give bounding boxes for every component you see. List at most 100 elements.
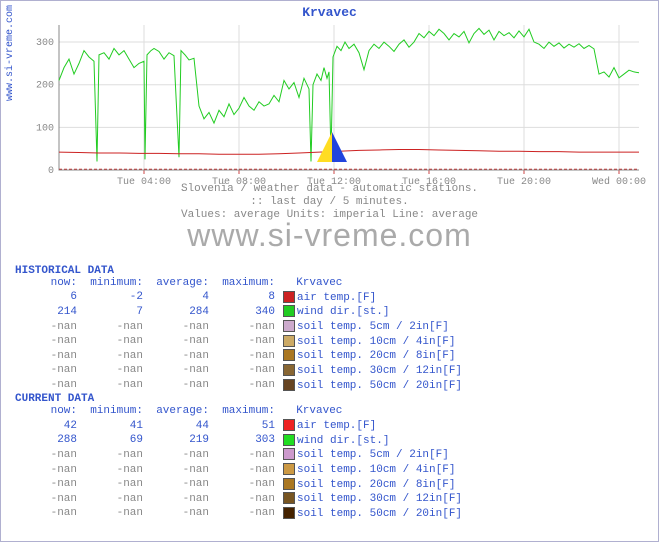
data-cell: -nan bbox=[15, 492, 81, 507]
place-label: Krvavec bbox=[279, 405, 466, 419]
data-cell: 288 bbox=[15, 434, 81, 449]
data-cell: -nan bbox=[213, 335, 279, 350]
data-cell: -nan bbox=[147, 364, 213, 379]
color-swatch bbox=[283, 349, 295, 361]
row-label: air temp.[F] bbox=[279, 291, 466, 306]
table-row: 28869219303wind dir.[st.] bbox=[15, 434, 466, 449]
row-label: soil temp. 50cm / 20in[F] bbox=[279, 507, 466, 522]
column-header: minimum: bbox=[81, 277, 147, 291]
main-container: Krvavec www.si-vreme.com 0100200300Tue 0… bbox=[0, 0, 659, 542]
row-label: soil temp. 5cm / 2in[F] bbox=[279, 448, 466, 463]
color-swatch bbox=[283, 434, 295, 446]
color-swatch bbox=[283, 305, 295, 317]
data-cell: -nan bbox=[15, 320, 81, 335]
data-cell: -nan bbox=[213, 463, 279, 478]
table-row: 42414451air temp.[F] bbox=[15, 419, 466, 434]
row-label: soil temp. 30cm / 12in[F] bbox=[279, 492, 466, 507]
data-cell: -nan bbox=[15, 478, 81, 493]
row-label: wind dir.[st.] bbox=[279, 434, 466, 449]
data-cell: -nan bbox=[147, 478, 213, 493]
row-label: soil temp. 5cm / 2in[F] bbox=[279, 320, 466, 335]
subtitle-line3: Values: average Units: imperial Line: av… bbox=[181, 209, 478, 221]
data-cell: -nan bbox=[81, 335, 147, 350]
data-cell: -nan bbox=[15, 379, 81, 394]
data-cell: -nan bbox=[147, 349, 213, 364]
data-cell: -nan bbox=[213, 492, 279, 507]
historical-table: now:minimum:average:maximum: Krvavec6-24… bbox=[15, 277, 466, 393]
color-swatch bbox=[283, 448, 295, 460]
chart-title: Krvavec bbox=[1, 1, 658, 22]
y-axis-label: www.si-vreme.com bbox=[5, 5, 16, 101]
table-row: -nan-nan-nan-nansoil temp. 30cm / 12in[F… bbox=[15, 364, 466, 379]
data-cell: 44 bbox=[147, 419, 213, 434]
data-cell: -nan bbox=[213, 448, 279, 463]
data-cell: 42 bbox=[15, 419, 81, 434]
place-label: Krvavec bbox=[279, 277, 466, 291]
color-swatch bbox=[283, 335, 295, 347]
table-row: -nan-nan-nan-nansoil temp. 10cm / 4in[F] bbox=[15, 463, 466, 478]
data-cell: -nan bbox=[15, 463, 81, 478]
column-header: now: bbox=[15, 405, 81, 419]
data-cell: 340 bbox=[213, 305, 279, 320]
watermark-logo bbox=[317, 132, 347, 162]
line-chart: 0100200300Tue 04:00Tue 08:00Tue 12:00Tue… bbox=[59, 25, 639, 190]
subtitle-line1: Slovenia / weather data - automatic stat… bbox=[181, 183, 478, 195]
data-cell: 8 bbox=[213, 291, 279, 306]
data-cell: 69 bbox=[81, 434, 147, 449]
row-label: soil temp. 20cm / 8in[F] bbox=[279, 349, 466, 364]
row-label: soil temp. 10cm / 4in[F] bbox=[279, 463, 466, 478]
column-header: now: bbox=[15, 277, 81, 291]
data-cell: 303 bbox=[213, 434, 279, 449]
table-row: -nan-nan-nan-nansoil temp. 20cm / 8in[F] bbox=[15, 478, 466, 493]
row-label: soil temp. 50cm / 20in[F] bbox=[279, 379, 466, 394]
data-cell: -nan bbox=[15, 448, 81, 463]
table-row: -nan-nan-nan-nansoil temp. 10cm / 4in[F] bbox=[15, 335, 466, 350]
data-cell: -nan bbox=[213, 379, 279, 394]
color-swatch bbox=[283, 419, 295, 431]
svg-text:0: 0 bbox=[48, 166, 54, 177]
data-cell: -nan bbox=[81, 492, 147, 507]
color-swatch bbox=[283, 507, 295, 519]
table-row: -nan-nan-nan-nansoil temp. 5cm / 2in[F] bbox=[15, 448, 466, 463]
data-cell: -2 bbox=[81, 291, 147, 306]
table-row: 6-248air temp.[F] bbox=[15, 291, 466, 306]
svg-text:200: 200 bbox=[36, 81, 54, 92]
data-cell: -nan bbox=[147, 492, 213, 507]
color-swatch bbox=[283, 379, 295, 391]
column-header: minimum: bbox=[81, 405, 147, 419]
historical-header: HISTORICAL DATA bbox=[15, 265, 466, 277]
chart-subtitle: Slovenia / weather data - automatic stat… bbox=[1, 183, 658, 223]
data-cell: -nan bbox=[81, 478, 147, 493]
data-tables: HISTORICAL DATA now:minimum:average:maxi… bbox=[15, 265, 466, 522]
color-swatch bbox=[283, 291, 295, 303]
color-swatch bbox=[283, 463, 295, 475]
color-swatch bbox=[283, 320, 295, 332]
data-cell: -nan bbox=[147, 379, 213, 394]
row-label: wind dir.[st.] bbox=[279, 305, 466, 320]
data-cell: -nan bbox=[81, 507, 147, 522]
data-cell: -nan bbox=[15, 349, 81, 364]
data-cell: -nan bbox=[147, 448, 213, 463]
data-cell: 4 bbox=[147, 291, 213, 306]
svg-text:100: 100 bbox=[36, 123, 54, 134]
data-cell: 7 bbox=[81, 305, 147, 320]
data-cell: -nan bbox=[147, 507, 213, 522]
color-swatch bbox=[283, 364, 295, 376]
data-cell: -nan bbox=[213, 507, 279, 522]
data-cell: 41 bbox=[81, 419, 147, 434]
data-cell: -nan bbox=[81, 448, 147, 463]
column-header: average: bbox=[147, 277, 213, 291]
table-row: -nan-nan-nan-nansoil temp. 50cm / 20in[F… bbox=[15, 379, 466, 394]
data-cell: -nan bbox=[213, 364, 279, 379]
svg-text:300: 300 bbox=[36, 38, 54, 49]
data-cell: -nan bbox=[147, 320, 213, 335]
data-cell: 6 bbox=[15, 291, 81, 306]
table-row: 2147284340wind dir.[st.] bbox=[15, 305, 466, 320]
data-cell: -nan bbox=[213, 320, 279, 335]
table-row: -nan-nan-nan-nansoil temp. 20cm / 8in[F] bbox=[15, 349, 466, 364]
column-header: maximum: bbox=[213, 405, 279, 419]
data-cell: -nan bbox=[81, 379, 147, 394]
data-cell: 51 bbox=[213, 419, 279, 434]
row-label: soil temp. 30cm / 12in[F] bbox=[279, 364, 466, 379]
data-cell: -nan bbox=[213, 478, 279, 493]
